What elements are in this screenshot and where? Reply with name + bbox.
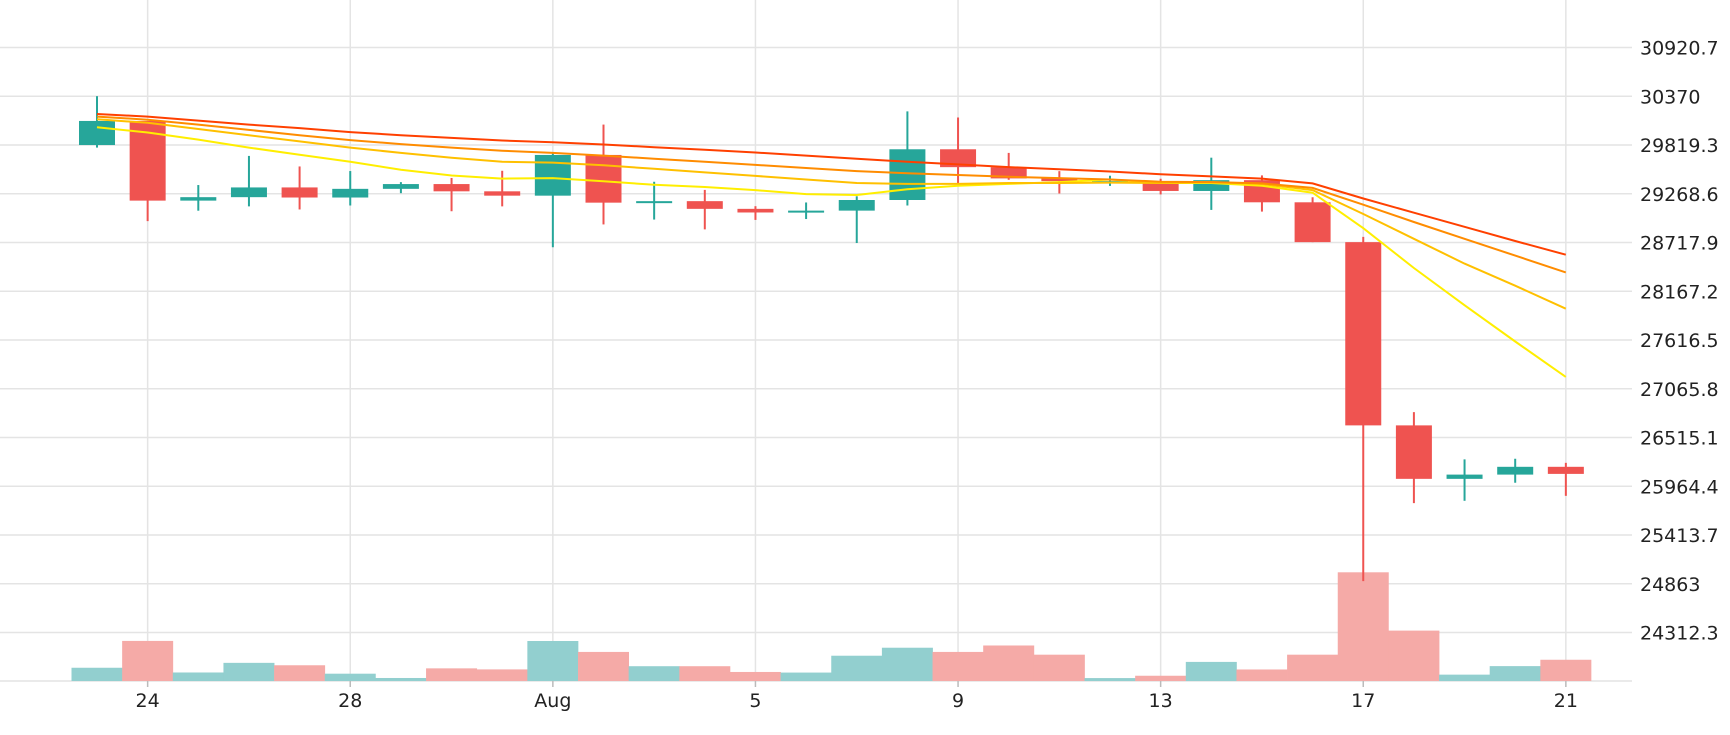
volume-bar — [729, 671, 781, 681]
volume-bar — [1337, 572, 1389, 681]
y-tick-label: 27065.8 — [1640, 379, 1719, 401]
candle-body — [332, 188, 369, 198]
moving-average-line — [96, 118, 1567, 310]
y-tick-label: 24312.3 — [1640, 623, 1719, 645]
volume-bar — [426, 668, 478, 681]
x-tick-label: 21 — [1554, 690, 1578, 712]
volume-bar — [223, 662, 275, 681]
volume-bar — [1489, 666, 1541, 681]
volume-bar — [324, 673, 376, 681]
volume-bar — [1439, 674, 1491, 681]
candle-body — [230, 187, 267, 198]
x-tick-label: 17 — [1351, 690, 1375, 712]
y-tick-label: 29819.3 — [1640, 135, 1719, 157]
volume-bar — [274, 665, 326, 681]
volume-bar — [628, 666, 680, 681]
volume-bar — [476, 669, 528, 681]
candle-body — [1142, 181, 1179, 191]
candle-body — [1345, 242, 1382, 426]
volume-bar — [1540, 659, 1592, 681]
candle-body — [1497, 466, 1534, 475]
volume-bar — [1236, 669, 1288, 681]
candle-body — [585, 154, 622, 203]
volume-bar — [679, 666, 731, 681]
candle-body — [534, 154, 571, 196]
volume-bar — [881, 647, 933, 681]
moving-average-line — [96, 113, 1567, 256]
volume-bar — [578, 651, 629, 681]
candle-body — [636, 201, 673, 204]
x-tick-label: Aug — [534, 690, 571, 712]
y-tick-label: 25413.7 — [1640, 525, 1719, 547]
candle-body — [838, 199, 875, 211]
y-tick-label: 30370 — [1640, 86, 1700, 108]
moving-average-line — [96, 115, 1567, 274]
candle-body — [484, 191, 521, 196]
candle-body — [79, 120, 115, 146]
candle-body — [788, 210, 825, 213]
volume-bars — [71, 572, 1592, 681]
candle-body — [382, 184, 419, 189]
candle-body — [940, 149, 977, 168]
candle-body — [180, 197, 217, 201]
candle-body — [1446, 474, 1483, 479]
volume-bar — [1287, 654, 1339, 681]
y-tick-label: 26515.1 — [1640, 428, 1719, 450]
y-tick-label: 28717.9 — [1640, 233, 1719, 255]
volume-bar — [1185, 661, 1237, 681]
volume-bar — [780, 672, 832, 681]
x-tick-label: 24 — [136, 690, 160, 712]
moving-average-lines — [96, 113, 1567, 378]
candle-body — [1294, 202, 1331, 243]
candle-body — [1193, 180, 1230, 191]
volume-bar — [527, 641, 579, 681]
y-tick-label: 27616.5 — [1640, 330, 1719, 352]
volume-bar — [71, 667, 123, 681]
volume-bar — [1033, 654, 1085, 681]
y-tick-label: 25964.4 — [1640, 476, 1719, 498]
y-tick-label: 28167.2 — [1640, 281, 1719, 303]
y-axis-ticks: 30920.7 30370 29819.3 29268.6 28717.9 28167.2… — [1640, 38, 1719, 645]
volume-bar — [375, 677, 427, 681]
x-tick-label: 13 — [1149, 690, 1173, 712]
volume-bar — [1388, 630, 1440, 681]
volume-bar — [1084, 678, 1136, 681]
y-tick-label: 30920.7 — [1640, 38, 1719, 60]
volume-bar — [983, 645, 1035, 681]
candle-body — [1395, 425, 1432, 479]
volume-bar — [831, 655, 883, 681]
moving-average-line — [96, 126, 1567, 378]
volume-bar — [122, 640, 174, 681]
candle-body — [1041, 178, 1078, 182]
y-tick-label: 24863 — [1640, 574, 1700, 596]
volume-bar — [932, 651, 984, 681]
volume-bar — [172, 672, 224, 681]
candle-body — [737, 208, 774, 213]
x-axis-ticks: 24 28 Aug 5 9 13 17 21 — [136, 681, 1578, 712]
candle-body — [990, 167, 1027, 179]
x-tick-label: 9 — [952, 690, 964, 712]
x-tick-label: 5 — [749, 690, 761, 712]
y-tick-label: 29268.6 — [1640, 184, 1719, 206]
candle-body — [686, 201, 723, 209]
volume-bar — [1135, 675, 1187, 681]
candle-body — [1547, 466, 1584, 474]
x-tick-label: 28 — [338, 690, 362, 712]
candle-body — [433, 184, 470, 192]
candle-body — [281, 187, 318, 198]
candles — [79, 96, 1584, 582]
